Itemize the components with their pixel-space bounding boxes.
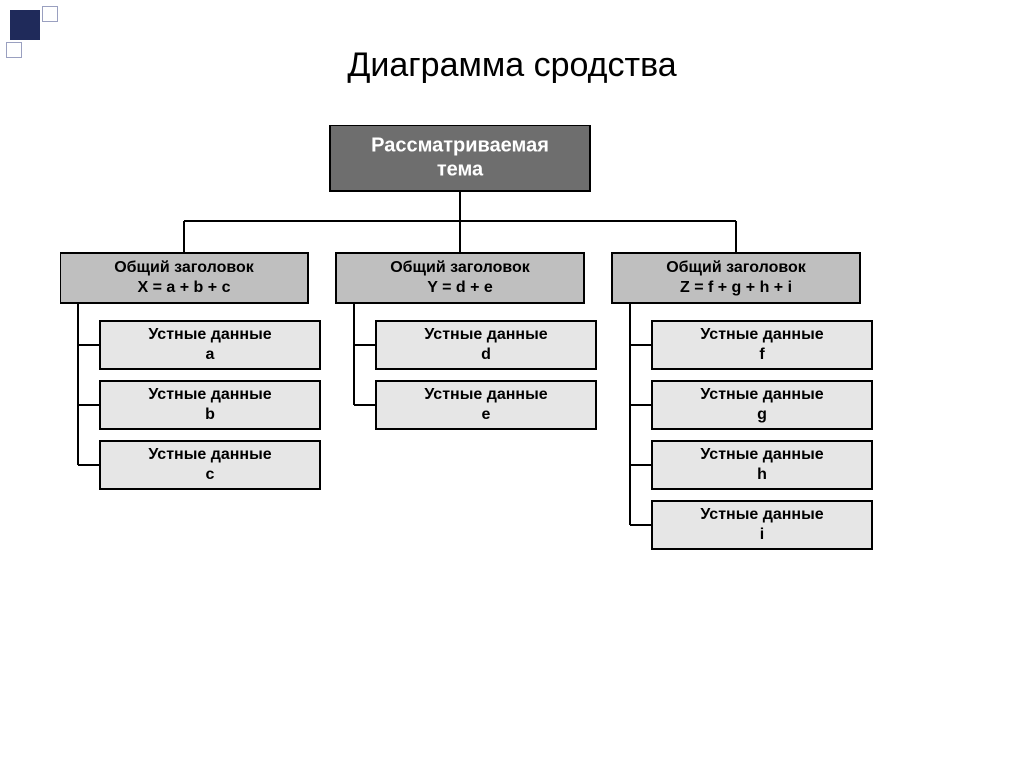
affinity-diagram: Рассматриваемаятема Общий заголовок X = a … (60, 125, 960, 745)
leaf-text1-2-3: Устные данные (700, 506, 823, 523)
leaf-text2-2-1: g (757, 406, 767, 423)
leaf-text1-2-2: Устные данные (700, 446, 823, 463)
group-text2-1: Y = d + e (427, 279, 493, 296)
deco-square-big (10, 10, 40, 40)
leaf-text2-2-0: f (759, 346, 765, 363)
leaf-text1-0-2: Устные данные (148, 446, 271, 463)
leaf-text2-2-2: h (757, 466, 767, 483)
leaf-text2-1-0: d (481, 346, 491, 363)
leaf-text1-0-0: Устные данные (148, 326, 271, 343)
group-text1-1: Общий заголовок (390, 259, 531, 276)
leaf-text2-0-2: c (206, 466, 215, 483)
leaf-text1-1-0: Устные данные (424, 326, 547, 343)
leaf-text1-0-1: Устные данные (148, 386, 271, 403)
root-text-1: Рассматриваемая (371, 134, 549, 156)
leaf-text2-1-1: e (482, 406, 491, 423)
group-text2-0: X = a + b + c (138, 279, 231, 296)
leaf-text1-1-1: Устные данные (424, 386, 547, 403)
leaf-text2-2-3: i (760, 526, 764, 543)
leaf-text2-0-1: b (205, 406, 215, 423)
leaf-text2-0-0: a (206, 346, 215, 363)
root-text-2: тема (437, 158, 484, 180)
leaf-text1-2-0: Устные данные (700, 326, 823, 343)
leaf-text1-2-1: Устные данные (700, 386, 823, 403)
group-text1-2: Общий заголовок (666, 259, 807, 276)
group-text1-0: Общий заголовок (114, 259, 255, 276)
deco-square-small-1 (42, 6, 58, 22)
slide-title: Диаграмма сродства (0, 46, 1024, 85)
group-text2-2: Z = f + g + h + i (680, 279, 792, 296)
